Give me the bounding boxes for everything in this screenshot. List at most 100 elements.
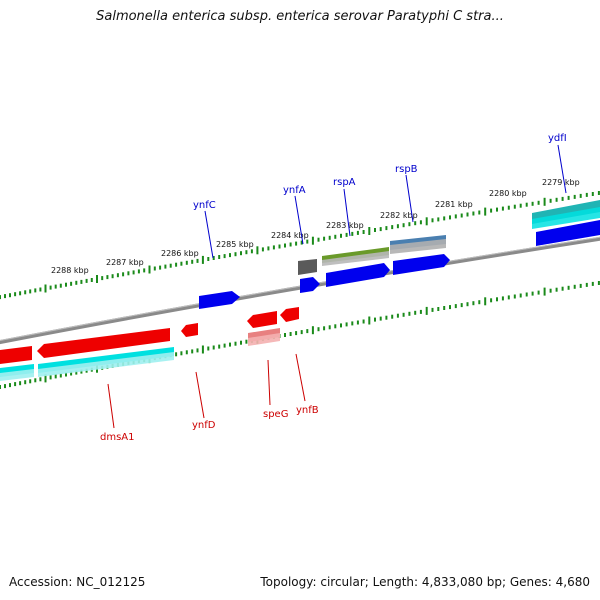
upper-ruler-tick bbox=[0, 295, 1, 300]
feature-ydfI-blue[interactable] bbox=[536, 220, 600, 246]
kbp-label-2283: 2283 kbp bbox=[326, 221, 364, 230]
lower-ruler-tick bbox=[70, 371, 73, 376]
upper-ruler-tick bbox=[106, 275, 109, 280]
upper-ruler-tick bbox=[75, 280, 78, 285]
upper-ruler-tick bbox=[175, 262, 178, 267]
upper-ruler-tick bbox=[250, 249, 253, 254]
upper-ruler-tick bbox=[591, 192, 594, 196]
feature-rspA-grey[interactable] bbox=[322, 251, 389, 266]
lower-ruler-tick bbox=[334, 324, 337, 329]
lower-ruler-tick bbox=[431, 307, 434, 312]
lower-ruler-tick bbox=[9, 383, 11, 388]
feature-left-cyan-light[interactable] bbox=[0, 369, 34, 381]
lower-ruler-tick bbox=[29, 379, 32, 384]
lower-ruler-tick bbox=[212, 345, 215, 350]
upper-ruler-tick bbox=[391, 225, 394, 230]
upper-ruler-tick bbox=[573, 194, 576, 199]
gene-label-ynfC[interactable]: ynfC bbox=[193, 200, 216, 211]
upper-ruler-tick bbox=[585, 192, 588, 197]
lower-ruler-tick bbox=[323, 326, 326, 331]
leader-rspB bbox=[405, 174, 414, 223]
upper-ruler-tick bbox=[543, 197, 546, 206]
feature-speG-red[interactable] bbox=[247, 311, 277, 328]
lower-ruler-tick bbox=[175, 352, 178, 357]
lower-ruler-tick bbox=[385, 315, 388, 320]
feature-ynfA-blue[interactable] bbox=[300, 277, 320, 293]
kbp-label-2279: 2279 kbp bbox=[542, 178, 580, 187]
lower-ruler-tick bbox=[80, 369, 83, 374]
upper-ruler-tick bbox=[272, 245, 275, 250]
lower-ruler-tick bbox=[207, 346, 210, 351]
gene-label-ynfA[interactable]: ynfA bbox=[283, 185, 306, 196]
upper-ruler-tick bbox=[201, 255, 204, 264]
upper-ruler-tick bbox=[531, 201, 534, 206]
lower-ruler-tick bbox=[496, 297, 498, 302]
upper-ruler-tick bbox=[513, 204, 516, 209]
upper-ruler-tick bbox=[240, 251, 242, 256]
feature-ydfI-cyan[interactable] bbox=[532, 207, 600, 229]
upper-ruler-tick bbox=[153, 266, 156, 271]
upper-ruler-tick bbox=[561, 196, 564, 201]
gene-label-rspB[interactable]: rspB bbox=[395, 164, 418, 175]
upper-ruler-tick bbox=[54, 284, 57, 289]
upper-ruler-tick bbox=[218, 255, 221, 259]
accession-text: Accession: NC_012125 bbox=[9, 575, 146, 589]
gene-label-ynfB[interactable]: ynfB bbox=[296, 405, 319, 416]
upper-ruler-tick bbox=[323, 236, 326, 241]
kbp-labels: 2279 kbp 2280 kbp 2281 kbp 2282 kbp 2283… bbox=[51, 178, 580, 275]
upper-ruler-tick bbox=[169, 263, 172, 268]
kbp-label-2288: 2288 kbp bbox=[51, 266, 89, 275]
gene-label-dmsA1[interactable]: dmsA1 bbox=[100, 432, 135, 443]
kbp-label-2284: 2284 kbp bbox=[271, 231, 309, 240]
gene-label-speG[interactable]: speG bbox=[263, 409, 288, 420]
upper-ruler-tick bbox=[340, 233, 342, 238]
upper-ruler-tick bbox=[65, 282, 67, 287]
map-title: Salmonella enterica subsp. enterica sero… bbox=[96, 9, 504, 24]
feature-ynfB-red[interactable] bbox=[280, 307, 299, 322]
lower-ruler-tick bbox=[466, 302, 469, 307]
plus-gene-labels: ydfI rspB rspA ynfA ynfC bbox=[193, 133, 567, 259]
tick-rows bbox=[0, 191, 600, 389]
upper-ruler-tick bbox=[9, 293, 11, 298]
leader-dmsA1 bbox=[107, 383, 115, 429]
lower-ruler-tick bbox=[531, 291, 534, 296]
lower-ruler-tick bbox=[234, 341, 237, 346]
feature-ynfD-red[interactable] bbox=[181, 323, 198, 337]
upper-ruler-tick bbox=[490, 208, 493, 213]
upper-ruler-tick bbox=[484, 207, 487, 216]
feature-rspA-blue[interactable] bbox=[326, 263, 390, 287]
upper-ruler-tick bbox=[289, 242, 292, 247]
lower-ruler-tick bbox=[484, 297, 487, 306]
feature-ynfC-blue[interactable] bbox=[199, 291, 240, 309]
lower-ruler-tick bbox=[289, 332, 292, 336]
feature-rspB-grey[interactable] bbox=[390, 239, 446, 254]
feature-dmsA1-red[interactable] bbox=[37, 328, 170, 358]
feature-left-red[interactable] bbox=[0, 346, 32, 364]
leader-rspA bbox=[343, 188, 351, 237]
feature-ynfA-grey[interactable] bbox=[298, 259, 317, 275]
lower-ruler-tick bbox=[191, 349, 194, 354]
gene-label-ynfD[interactable]: ynfD bbox=[192, 420, 216, 431]
gene-label-ydfI[interactable]: ydfI bbox=[548, 133, 567, 144]
upper-ruler-tick bbox=[311, 236, 314, 245]
upper-ruler-tick bbox=[437, 217, 440, 222]
gene-label-rspA[interactable]: rspA bbox=[333, 177, 356, 188]
upper-ruler-tick bbox=[496, 207, 498, 212]
upper-ruler-tick bbox=[229, 253, 231, 258]
lower-ruler-tick bbox=[408, 311, 411, 316]
feature-speG-light[interactable] bbox=[248, 333, 280, 346]
upper-ruler-tick bbox=[85, 278, 88, 283]
leader-ynfB bbox=[295, 353, 306, 402]
upper-ruler-tick bbox=[396, 224, 399, 229]
upper-ruler-tick bbox=[256, 246, 259, 255]
lower-ruler-tick bbox=[4, 384, 6, 389]
lower-ruler-tick bbox=[368, 316, 371, 325]
upper-ruler-tick bbox=[368, 227, 371, 235]
upper-ruler-tick bbox=[143, 268, 146, 273]
feature-dmsA1-cyan-light[interactable] bbox=[38, 352, 174, 377]
upper-ruler-tick bbox=[362, 230, 365, 234]
lower-ruler-tick bbox=[65, 372, 67, 377]
lower-ruler-tick bbox=[573, 284, 576, 289]
feature-rspB-blue[interactable] bbox=[393, 254, 450, 275]
